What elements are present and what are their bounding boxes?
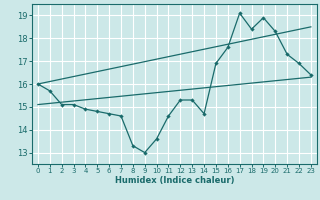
X-axis label: Humidex (Indice chaleur): Humidex (Indice chaleur) [115, 176, 234, 185]
